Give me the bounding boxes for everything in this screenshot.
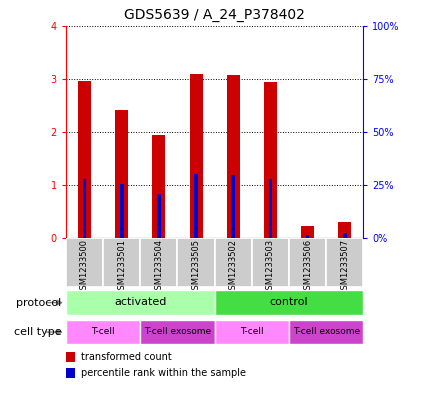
Bar (190, 74, 203, 238)
Bar (215, 238, 252, 287)
Bar (215, 290, 363, 315)
Text: cell type: cell type (14, 327, 62, 337)
Bar (215, 320, 289, 344)
Text: GSM1233501: GSM1233501 (117, 239, 126, 295)
Text: transformed count: transformed count (81, 352, 172, 362)
Bar (343, 233, 347, 238)
Bar (66, 320, 140, 344)
Bar (194, 174, 198, 238)
Text: T-cell exosome: T-cell exosome (293, 327, 360, 336)
Bar (120, 184, 124, 238)
Text: GSM1233504: GSM1233504 (154, 239, 163, 295)
Text: GSM1233503: GSM1233503 (266, 239, 275, 296)
Bar (227, 75, 240, 238)
Text: protocol: protocol (17, 298, 62, 308)
Text: GSM1233505: GSM1233505 (192, 239, 201, 295)
Bar (338, 222, 351, 238)
Text: GSM1233506: GSM1233506 (303, 239, 312, 296)
Bar (66, 351, 75, 362)
Bar (231, 175, 235, 238)
Bar (252, 238, 289, 287)
Bar (152, 135, 165, 238)
Bar (178, 238, 215, 287)
Text: GSM1233500: GSM1233500 (80, 239, 89, 295)
Bar (157, 194, 161, 238)
Bar (289, 320, 363, 344)
Text: T-cell exosome: T-cell exosome (144, 327, 211, 336)
Text: T-cell: T-cell (91, 327, 115, 336)
Text: GSM1233502: GSM1233502 (229, 239, 238, 295)
Bar (66, 368, 75, 378)
Text: GSM1233507: GSM1233507 (340, 239, 349, 296)
Bar (82, 179, 86, 238)
Bar (264, 82, 277, 238)
Bar (289, 238, 326, 287)
Bar (140, 320, 215, 344)
Bar (66, 290, 215, 315)
Text: activated: activated (114, 297, 167, 307)
Bar (306, 235, 309, 238)
Bar (326, 238, 363, 287)
Text: T-cell: T-cell (240, 327, 264, 336)
Bar (78, 81, 91, 238)
Bar (66, 238, 103, 287)
Bar (269, 179, 272, 238)
Title: GDS5639 / A_24_P378402: GDS5639 / A_24_P378402 (124, 8, 305, 22)
Bar (140, 238, 178, 287)
Bar (115, 110, 128, 238)
Text: percentile rank within the sample: percentile rank within the sample (81, 368, 246, 378)
Bar (103, 238, 140, 287)
Bar (301, 226, 314, 238)
Text: control: control (270, 297, 308, 307)
